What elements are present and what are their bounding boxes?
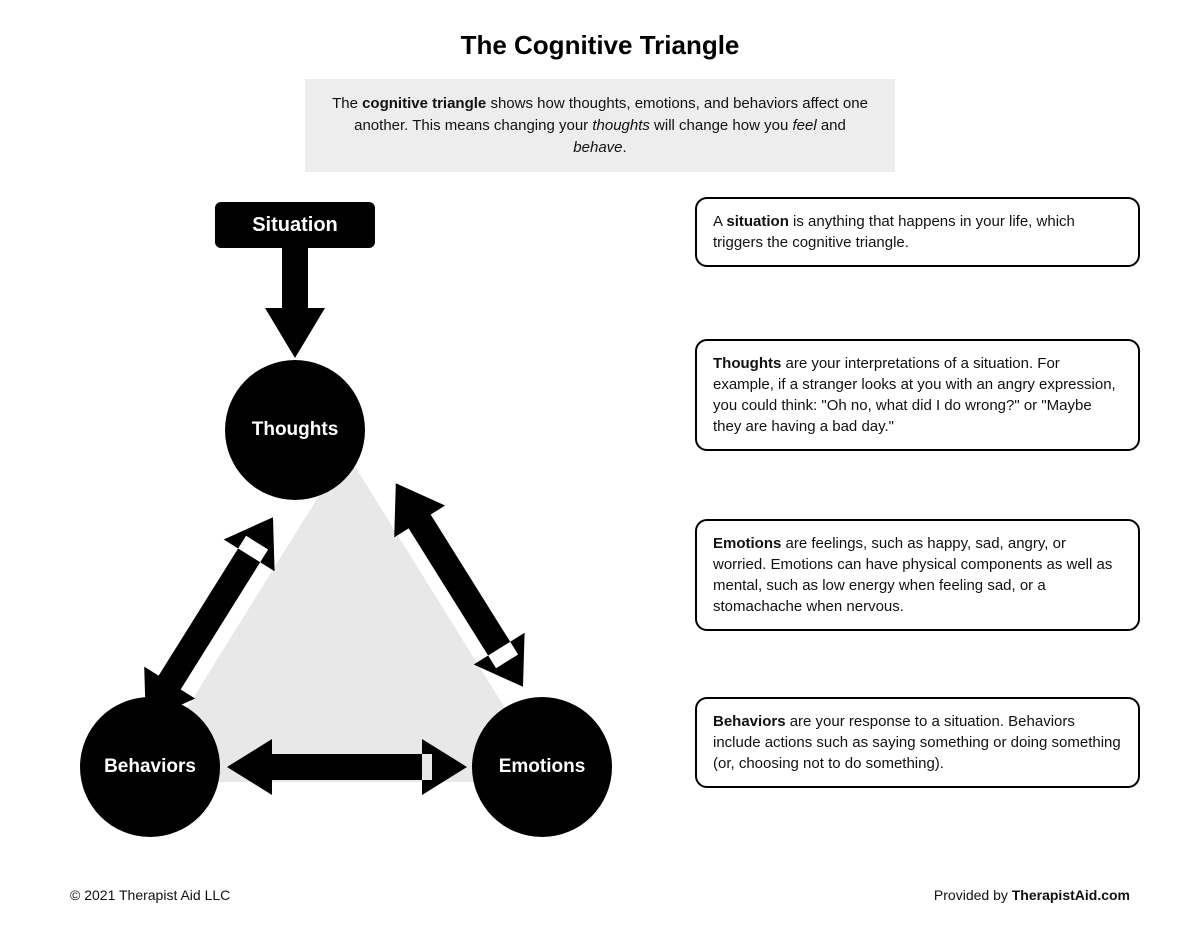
situation-label-text: Situation <box>252 214 338 237</box>
desc-situation-bold: situation <box>726 213 789 230</box>
emotions-node: Emotions <box>472 697 612 837</box>
footer-provided-site: TherapistAid.com <box>1012 887 1130 903</box>
intro-ital1: thoughts <box>592 117 650 134</box>
intro-end: . <box>623 139 627 156</box>
desc-behaviors: Behaviors are your response to a situati… <box>695 697 1140 788</box>
situation-label: Situation <box>215 202 375 248</box>
desc-emotions-bold: Emotions <box>713 535 781 552</box>
emotions-node-label: Emotions <box>499 756 586 778</box>
intro-text-pre: The <box>332 95 362 112</box>
intro-mid3: and <box>817 117 846 134</box>
page-title: The Cognitive Triangle <box>60 30 1140 61</box>
behaviors-node: Behaviors <box>80 697 220 837</box>
intro-ital3: behave <box>573 139 622 156</box>
desc-behaviors-bold: Behaviors <box>713 713 786 730</box>
page: The Cognitive Triangle The cognitive tri… <box>0 0 1200 927</box>
arrow-thoughts-emotions-icon <box>380 482 560 722</box>
intro-ital2: feel <box>792 117 816 134</box>
desc-thoughts-bold: Thoughts <box>713 355 781 372</box>
footer-copyright: © 2021 Therapist Aid LLC <box>70 887 230 903</box>
behaviors-node-label: Behaviors <box>104 756 196 778</box>
thoughts-node-label: Thoughts <box>252 419 339 441</box>
intro-box: The cognitive triangle shows how thought… <box>305 79 895 172</box>
diagram: Situation <box>70 192 640 852</box>
intro-mid2: will change how you <box>650 117 793 134</box>
desc-emotions: Emotions are feelings, such as happy, sa… <box>695 519 1140 631</box>
arrow-thoughts-behaviors-icon <box>130 482 310 722</box>
footer: © 2021 Therapist Aid LLC Provided by The… <box>70 887 1130 903</box>
desc-thoughts: Thoughts are your interpretations of a s… <box>695 339 1140 451</box>
thoughts-node: Thoughts <box>225 360 365 500</box>
footer-provided: Provided by TherapistAid.com <box>934 887 1130 903</box>
footer-provided-pre: Provided by <box>934 887 1012 903</box>
arrow-behaviors-emotions-icon <box>220 737 474 797</box>
desc-situation: A situation is anything that happens in … <box>695 197 1140 267</box>
situation-arrow-icon <box>265 248 325 360</box>
description-column: A situation is anything that happens in … <box>695 197 1140 844</box>
desc-situation-pre: A <box>713 213 726 230</box>
content-area: Situation <box>60 192 1140 852</box>
intro-bold: cognitive triangle <box>362 95 486 112</box>
